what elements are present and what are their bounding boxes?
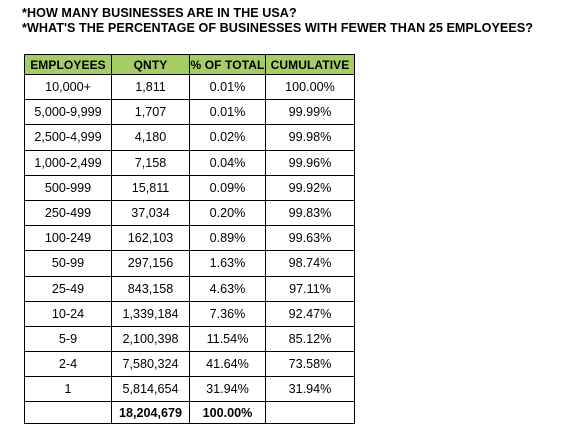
cell-qnty: 5,814,654 bbox=[111, 376, 190, 403]
cell-cumulative: 99.98% bbox=[265, 124, 355, 151]
cell-cumulative: 31.94% bbox=[265, 376, 355, 403]
question-1: *HOW MANY BUSINESSES ARE IN THE USA? bbox=[22, 6, 297, 20]
header-qnty: QNTY bbox=[111, 54, 190, 75]
cell-cumulative: 100.00% bbox=[265, 73, 355, 101]
cell-employees: 10,000+ bbox=[24, 73, 112, 101]
cell-cumulative: 99.99% bbox=[265, 99, 355, 126]
cell-employees: 50-99 bbox=[24, 250, 112, 277]
table-row: 10,000+ 1,811 0.01% 100.00% bbox=[24, 73, 355, 101]
total-cumulative-cell bbox=[265, 401, 355, 425]
cell-percent: 11.54% bbox=[189, 325, 266, 353]
cell-percent: 0.20% bbox=[189, 199, 266, 227]
table-row: 500-999 15,811 0.09% 99.92% bbox=[24, 174, 355, 201]
total-percent: 100.00% bbox=[189, 401, 266, 425]
cell-cumulative: 99.96% bbox=[265, 149, 355, 176]
cell-qnty: 1,707 bbox=[111, 99, 190, 126]
cell-employees: 100-249 bbox=[24, 225, 112, 252]
table-row: 5,000-9,999 1,707 0.01% 99.99% bbox=[24, 99, 355, 126]
cell-cumulative: 92.47% bbox=[265, 300, 355, 327]
table-row: 100-249 162,103 0.89% 99.63% bbox=[24, 225, 355, 252]
cell-percent: 41.64% bbox=[189, 351, 266, 378]
table-row: 5-9 2,100,398 11.54% 85.12% bbox=[24, 325, 355, 353]
table-row: 25-49 843,158 4.63% 97.11% bbox=[24, 275, 355, 302]
cell-qnty: 162,103 bbox=[111, 225, 190, 252]
header-percent-of-total: % OF TOTAL bbox=[189, 54, 266, 75]
business-size-table-container: EMPLOYEES QNTY % OF TOTAL CUMULATIVE 10,… bbox=[24, 54, 355, 425]
cell-qnty: 1,811 bbox=[111, 73, 190, 101]
cell-qnty: 7,158 bbox=[111, 149, 190, 176]
cell-percent: 0.01% bbox=[189, 73, 266, 101]
table-row: 2,500-4,999 4,180 0.02% 99.98% bbox=[24, 124, 355, 151]
table-row: 50-99 297,156 1.63% 98.74% bbox=[24, 250, 355, 277]
cell-cumulative: 98.74% bbox=[265, 250, 355, 277]
table-row: 250-499 37,034 0.20% 99.83% bbox=[24, 199, 355, 227]
cell-employees: 25-49 bbox=[24, 275, 112, 302]
cell-qnty: 843,158 bbox=[111, 275, 190, 302]
cell-cumulative: 99.63% bbox=[265, 225, 355, 252]
cell-employees: 5-9 bbox=[24, 325, 112, 353]
total-qnty: 18,204,679 bbox=[111, 401, 190, 425]
table-row: 10-24 1,339,184 7.36% 92.47% bbox=[24, 300, 355, 327]
cell-percent: 0.02% bbox=[189, 124, 266, 151]
cell-qnty: 37,034 bbox=[111, 199, 190, 227]
table-row: 2-4 7,580,324 41.64% 73.58% bbox=[24, 351, 355, 378]
total-label-cell bbox=[24, 401, 112, 425]
business-size-table: EMPLOYEES QNTY % OF TOTAL CUMULATIVE 10,… bbox=[24, 54, 355, 425]
cell-cumulative: 97.11% bbox=[265, 275, 355, 302]
cell-cumulative: 99.92% bbox=[265, 174, 355, 201]
cell-qnty: 7,580,324 bbox=[111, 351, 190, 378]
cell-employees: 5,000-9,999 bbox=[24, 99, 112, 126]
table-row: 1 5,814,654 31.94% 31.94% bbox=[24, 376, 355, 403]
table-row: 1,000-2,499 7,158 0.04% 99.96% bbox=[24, 149, 355, 176]
header-cumulative: CUMULATIVE bbox=[265, 54, 355, 75]
cell-cumulative: 85.12% bbox=[265, 325, 355, 353]
questions-block: *HOW MANY BUSINESSES ARE IN THE USA? *WH… bbox=[22, 6, 558, 36]
cell-employees: 2-4 bbox=[24, 351, 112, 378]
cell-employees: 1,000-2,499 bbox=[24, 149, 112, 176]
cell-percent: 4.63% bbox=[189, 275, 266, 302]
cell-qnty: 4,180 bbox=[111, 124, 190, 151]
total-row: 18,204,679 100.00% bbox=[24, 401, 355, 425]
cell-percent: 0.89% bbox=[189, 225, 266, 252]
cell-employees: 500-999 bbox=[24, 174, 112, 201]
cell-employees: 1 bbox=[24, 376, 112, 403]
cell-qnty: 1,339,184 bbox=[111, 300, 190, 327]
cell-percent: 0.04% bbox=[189, 149, 266, 176]
cell-employees: 2,500-4,999 bbox=[24, 124, 112, 151]
cell-percent: 0.01% bbox=[189, 99, 266, 126]
cell-employees: 250-499 bbox=[24, 199, 112, 227]
cell-percent: 1.63% bbox=[189, 250, 266, 277]
table-header-row: EMPLOYEES QNTY % OF TOTAL CUMULATIVE bbox=[24, 54, 355, 75]
cell-cumulative: 99.83% bbox=[265, 199, 355, 227]
question-2: *WHAT'S THE PERCENTAGE OF BUSINESSES WIT… bbox=[22, 21, 534, 35]
cell-qnty: 297,156 bbox=[111, 250, 190, 277]
cell-percent: 7.36% bbox=[189, 300, 266, 327]
cell-percent: 31.94% bbox=[189, 376, 266, 403]
cell-percent: 0.09% bbox=[189, 174, 266, 201]
cell-qnty: 2,100,398 bbox=[111, 325, 190, 353]
cell-employees: 10-24 bbox=[24, 300, 112, 327]
cell-qnty: 15,811 bbox=[111, 174, 190, 201]
header-employees: EMPLOYEES bbox=[24, 54, 112, 75]
cell-cumulative: 73.58% bbox=[265, 351, 355, 378]
